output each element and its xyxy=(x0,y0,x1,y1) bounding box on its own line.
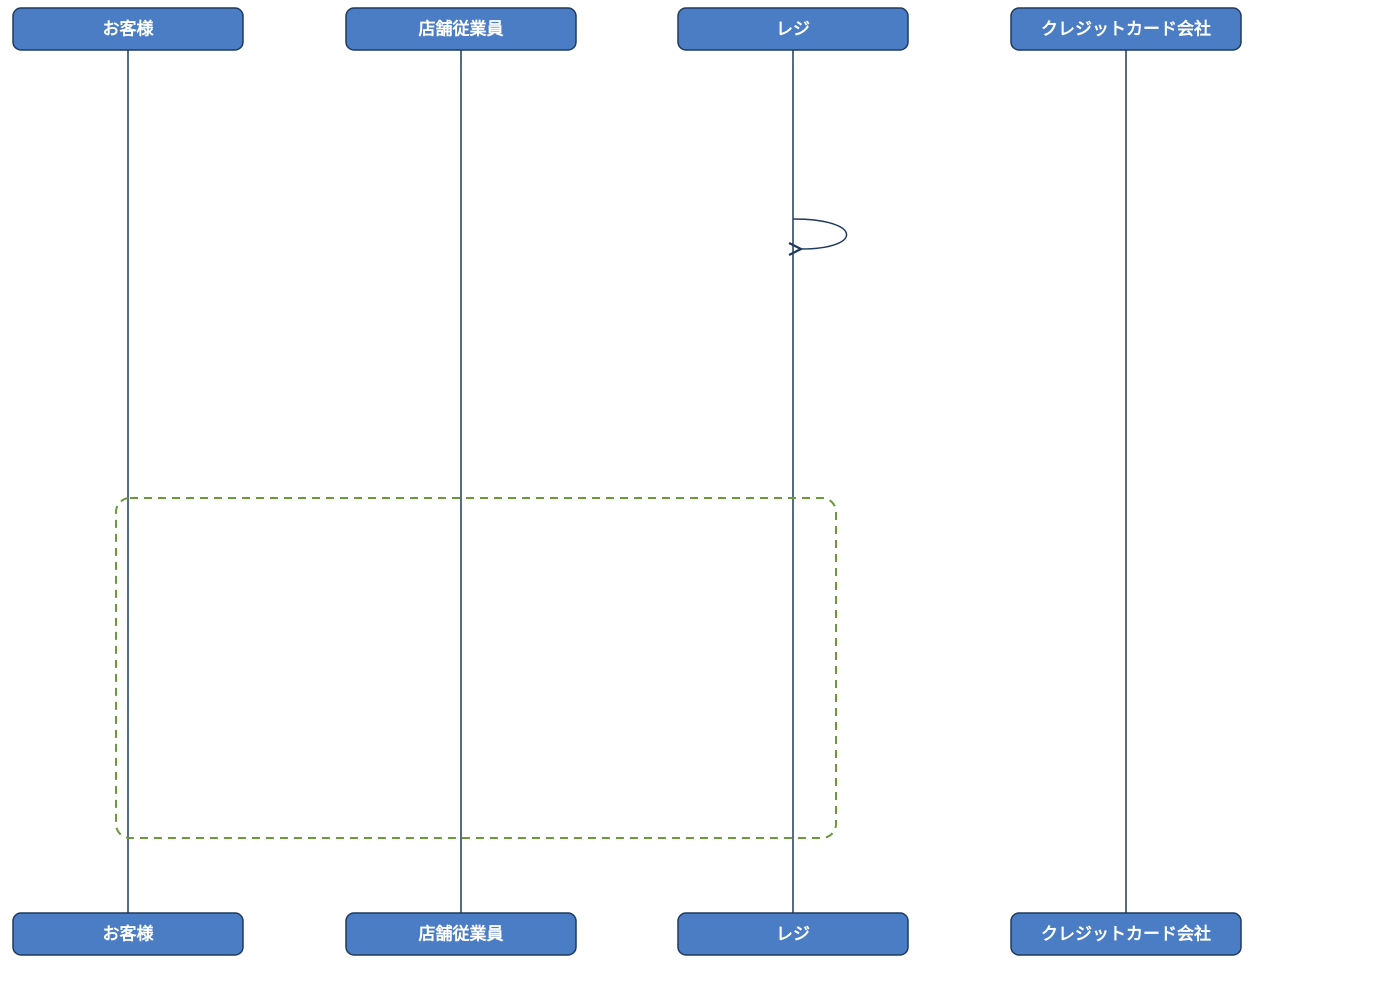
actor-card_company: クレジットカード会社 xyxy=(1011,913,1241,955)
actor-register: レジ xyxy=(678,8,908,50)
self-message xyxy=(793,219,847,249)
lifelines xyxy=(128,50,1126,913)
sequence-diagram: お客様店舗従業員レジクレジットカード会社 お客様店舗従業員レジクレジットカード会… xyxy=(0,0,1378,1007)
actor-register: レジ xyxy=(678,913,908,955)
actor-label-register: レジ xyxy=(776,19,810,38)
actors-top: お客様 店舗従業員 レジ クレジットカード会社 xyxy=(13,8,1241,50)
actor-customer: お客様 xyxy=(13,8,243,50)
actor-staff: 店舗従業員 xyxy=(346,8,576,50)
actor-label-staff: 店舗従業員 xyxy=(419,923,504,943)
actors-bottom: お客様 店舗従業員 レジ クレジットカード会社 xyxy=(13,913,1241,955)
actor-label-customer: お客様 xyxy=(103,923,155,943)
self-message-loop xyxy=(793,219,847,249)
actor-staff: 店舗従業員 xyxy=(346,913,576,955)
actor-label-customer: お客様 xyxy=(103,18,155,38)
actor-label-card_company: クレジットカード会社 xyxy=(1041,923,1211,943)
actor-label-staff: 店舗従業員 xyxy=(419,18,504,38)
interaction-group xyxy=(116,498,836,838)
actor-label-card_company: クレジットカード会社 xyxy=(1041,18,1211,38)
actor-customer: お客様 xyxy=(13,913,243,955)
actor-card_company: クレジットカード会社 xyxy=(1011,8,1241,50)
actor-label-register: レジ xyxy=(776,924,810,943)
group-frame xyxy=(116,498,836,838)
